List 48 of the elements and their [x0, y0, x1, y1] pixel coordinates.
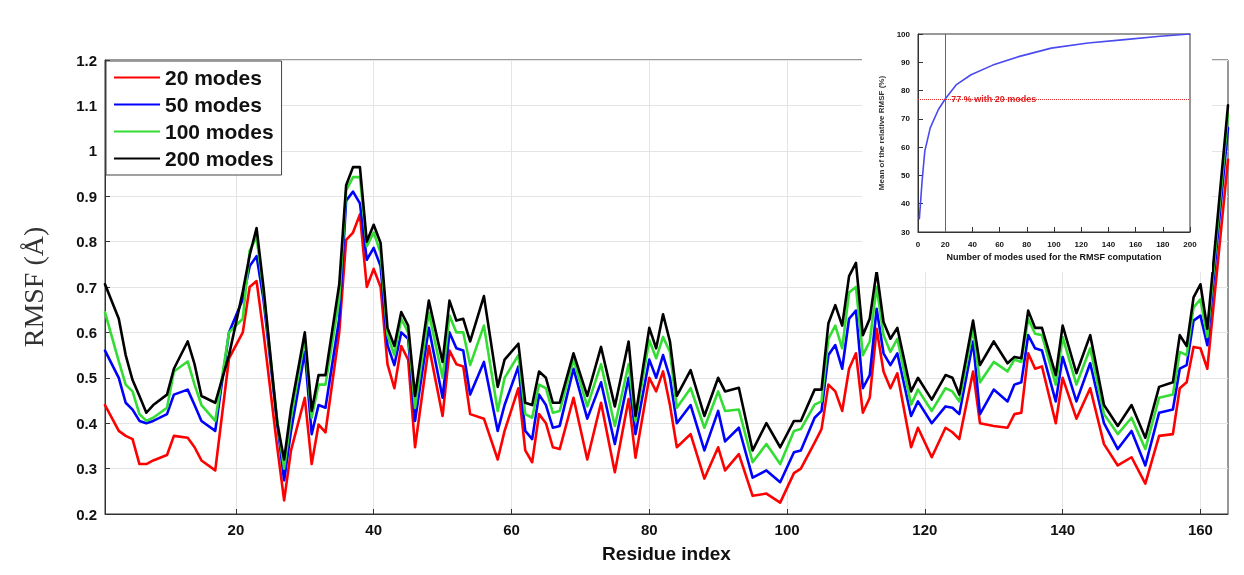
- y-tick-label: 70: [901, 114, 911, 124]
- y-tick-label: 1.2: [76, 51, 97, 69]
- y-tick-label: 0.6: [76, 323, 97, 341]
- y-tick-label: 0.5: [76, 369, 97, 387]
- x-tick-label: 80: [640, 521, 658, 538]
- y-tick-label: 80: [901, 86, 911, 96]
- x-tick-label: 200: [1183, 239, 1198, 249]
- y-tick-label: 30: [901, 227, 911, 237]
- x-tick-label: 60: [995, 239, 1005, 249]
- x-tick-label: 80: [1022, 239, 1032, 249]
- y-axis-title: Mean of the relative RMSF (%): [877, 75, 887, 191]
- y-tick-label: 0.7: [76, 278, 97, 296]
- x-tick-label: 120: [1074, 239, 1089, 249]
- y-tick-label: 0.2: [76, 505, 97, 523]
- legend-label: 20 modes: [165, 66, 262, 89]
- x-axis-title: Residue index: [602, 543, 732, 564]
- x-tick-label: 160: [1128, 239, 1143, 249]
- y-tick-label: 0.8: [76, 233, 97, 251]
- legend-label: 200 modes: [165, 147, 274, 170]
- legend-label: 100 modes: [165, 120, 274, 143]
- x-tick-label: 100: [774, 521, 800, 538]
- y-tick-label: 0.9: [76, 187, 97, 205]
- x-tick-label: 20: [227, 521, 245, 538]
- x-tick-label: 180: [1156, 239, 1171, 249]
- x-tick-label: 140: [1050, 521, 1076, 538]
- x-axis-title: Number of modes used for the RMSF computation: [946, 252, 1162, 263]
- x-tick-label: 120: [912, 521, 938, 538]
- y-axis-title: RMSF (Å): [17, 226, 49, 348]
- y-tick-label: 1.1: [76, 96, 97, 114]
- x-tick-label: 100: [1047, 239, 1062, 249]
- legend-label: 50 modes: [165, 93, 262, 116]
- line-series: [918, 33, 1191, 220]
- x-tick-label: 20: [940, 239, 951, 249]
- x-tick-label: 160: [1187, 521, 1213, 538]
- x-tick-label: 140: [1101, 239, 1116, 249]
- y-tick-label: 90: [901, 57, 911, 67]
- x-tick-label: 40: [967, 239, 978, 249]
- x-tick-label: 60: [503, 521, 520, 538]
- y-tick-label: 0.3: [76, 460, 97, 478]
- y-tick-label: 1: [88, 142, 97, 160]
- y-tick-label: 40: [901, 199, 911, 209]
- annotation: 77 % with 20 modes: [951, 94, 1037, 105]
- x-tick-label: 0: [915, 239, 921, 249]
- y-tick-label: 60: [901, 142, 911, 152]
- y-tick-label: 0.4: [76, 414, 98, 432]
- y-tick-label: 100: [896, 29, 911, 39]
- x-tick-label: 40: [365, 521, 383, 538]
- y-tick-label: 50: [901, 170, 911, 180]
